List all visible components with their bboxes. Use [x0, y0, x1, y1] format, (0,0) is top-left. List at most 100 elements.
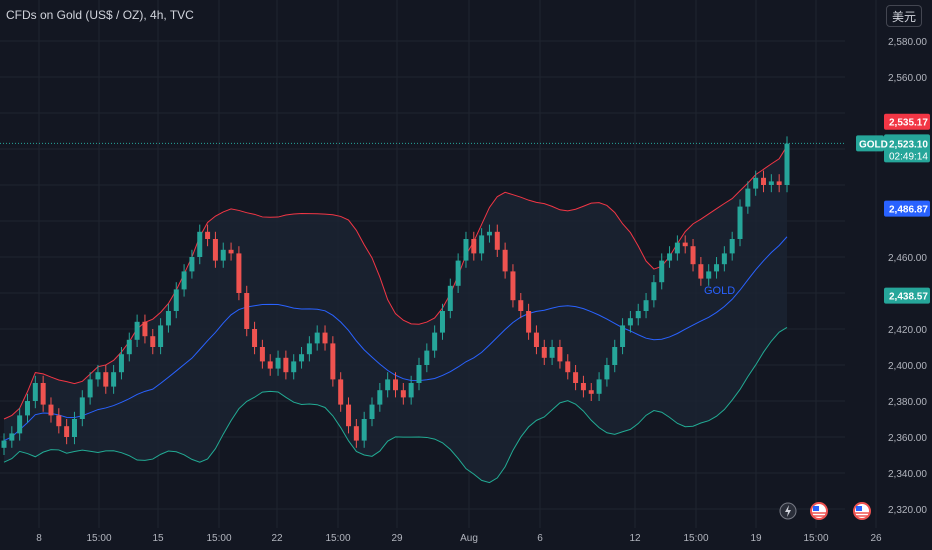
candle-body [71, 419, 77, 437]
candle-body [588, 390, 594, 394]
candle-body [510, 271, 516, 301]
candle-body [674, 242, 680, 254]
candle-body [761, 177, 767, 185]
candle-body [158, 325, 164, 347]
candle-body [95, 372, 101, 380]
price-tick-label: 2,460.00 [888, 253, 927, 264]
candle-body [620, 325, 626, 347]
candle-body [24, 401, 30, 416]
candle-body [549, 347, 555, 358]
candle-body [784, 143, 790, 185]
candle-body [526, 311, 532, 333]
candle-body [275, 357, 281, 369]
last-price-label-bg [884, 134, 930, 163]
candle-body [228, 249, 234, 254]
candle-body [385, 379, 391, 391]
candle-body [432, 332, 438, 351]
price-tick-label: 2,400.00 [888, 361, 927, 372]
candle-body [447, 285, 453, 311]
candle-body [220, 249, 226, 261]
candle-body [502, 249, 508, 272]
time-tick-label: 15:00 [86, 533, 111, 544]
candle-body [667, 253, 673, 261]
time-tick-label: Aug [460, 533, 478, 544]
candle-body [244, 293, 250, 329]
upper-band-label-bg [884, 113, 930, 130]
time-tick-label: 29 [391, 533, 403, 544]
candle-body [118, 354, 124, 373]
lower-band-label: 2,438.57 [889, 292, 928, 303]
price-tick-label: 2,580.00 [888, 37, 927, 48]
time-tick-label: 22 [271, 533, 283, 544]
candle-body [714, 264, 720, 272]
candle-body [494, 231, 500, 250]
candle-body [79, 397, 85, 419]
currency-button[interactable]: 美元 [886, 5, 922, 27]
candle-body [698, 264, 704, 279]
symbol-tag: GOLD [859, 139, 888, 150]
price-tick-label: 2,320.00 [888, 505, 927, 516]
candlestick-series [1, 136, 790, 455]
candle-body [416, 365, 422, 383]
candle-body [181, 271, 187, 290]
price-axis: 2,320.00 2,340.00 2,360.00 2,380.00 2,400.00… [888, 37, 927, 516]
candle-body [17, 415, 23, 434]
candle-body [706, 271, 712, 279]
lightning-icon[interactable] [779, 502, 797, 520]
time-tick-label: 12 [629, 533, 641, 544]
candle-body [729, 239, 735, 254]
candle-body [533, 332, 539, 347]
time-tick-label: 15:00 [206, 533, 231, 544]
price-tick-label: 2,340.00 [888, 469, 927, 480]
price-tick-label: 2,380.00 [888, 397, 927, 408]
candle-body [479, 235, 485, 254]
candle-body [9, 433, 15, 441]
symbol-tag-bg [856, 135, 884, 152]
lower-band-line [3, 327, 788, 484]
last-price-label: 2,523.10 [889, 139, 928, 150]
candle-body [573, 372, 579, 383]
candle-body [134, 321, 140, 340]
chart-title: CFDs on Gold (US$ / OZ), 4h, TVC [6, 8, 194, 22]
candle-body [690, 246, 696, 265]
candle-body [486, 231, 492, 236]
candle-body [557, 347, 563, 362]
candle-body [322, 332, 328, 344]
candle-body [165, 311, 171, 326]
candle-body [56, 415, 62, 427]
candle-body [424, 350, 430, 365]
candle-body [768, 181, 774, 185]
candle-body [197, 231, 203, 257]
candle-body [142, 321, 148, 337]
candle-body [627, 318, 633, 326]
candle-body [103, 372, 109, 387]
candle-body [330, 343, 336, 380]
candle-body [291, 361, 297, 373]
gold-annotation: GOLD [704, 285, 735, 297]
candle-body [737, 206, 743, 239]
candle-body [314, 332, 320, 344]
candle-body [87, 379, 93, 398]
candle-body [126, 339, 132, 355]
candle-body [659, 260, 665, 283]
time-tick-label: 15 [152, 533, 164, 544]
candle-body [189, 257, 195, 272]
candle-body [48, 404, 54, 416]
candle-body [565, 361, 571, 373]
candle-body [580, 383, 586, 391]
candle-body [361, 419, 367, 441]
candle-body [150, 336, 156, 347]
time-tick-label: 15:00 [803, 533, 828, 544]
candle-body [111, 372, 117, 387]
candle-body [393, 379, 398, 391]
us-flag-icon[interactable] [853, 502, 871, 520]
basis-label-bg [884, 200, 930, 217]
candle-body [306, 343, 312, 355]
candle-body [338, 379, 344, 405]
candle-body [596, 379, 602, 394]
us-flag-icon[interactable] [810, 502, 828, 520]
candle-body [283, 357, 289, 373]
candle-body [745, 188, 751, 207]
